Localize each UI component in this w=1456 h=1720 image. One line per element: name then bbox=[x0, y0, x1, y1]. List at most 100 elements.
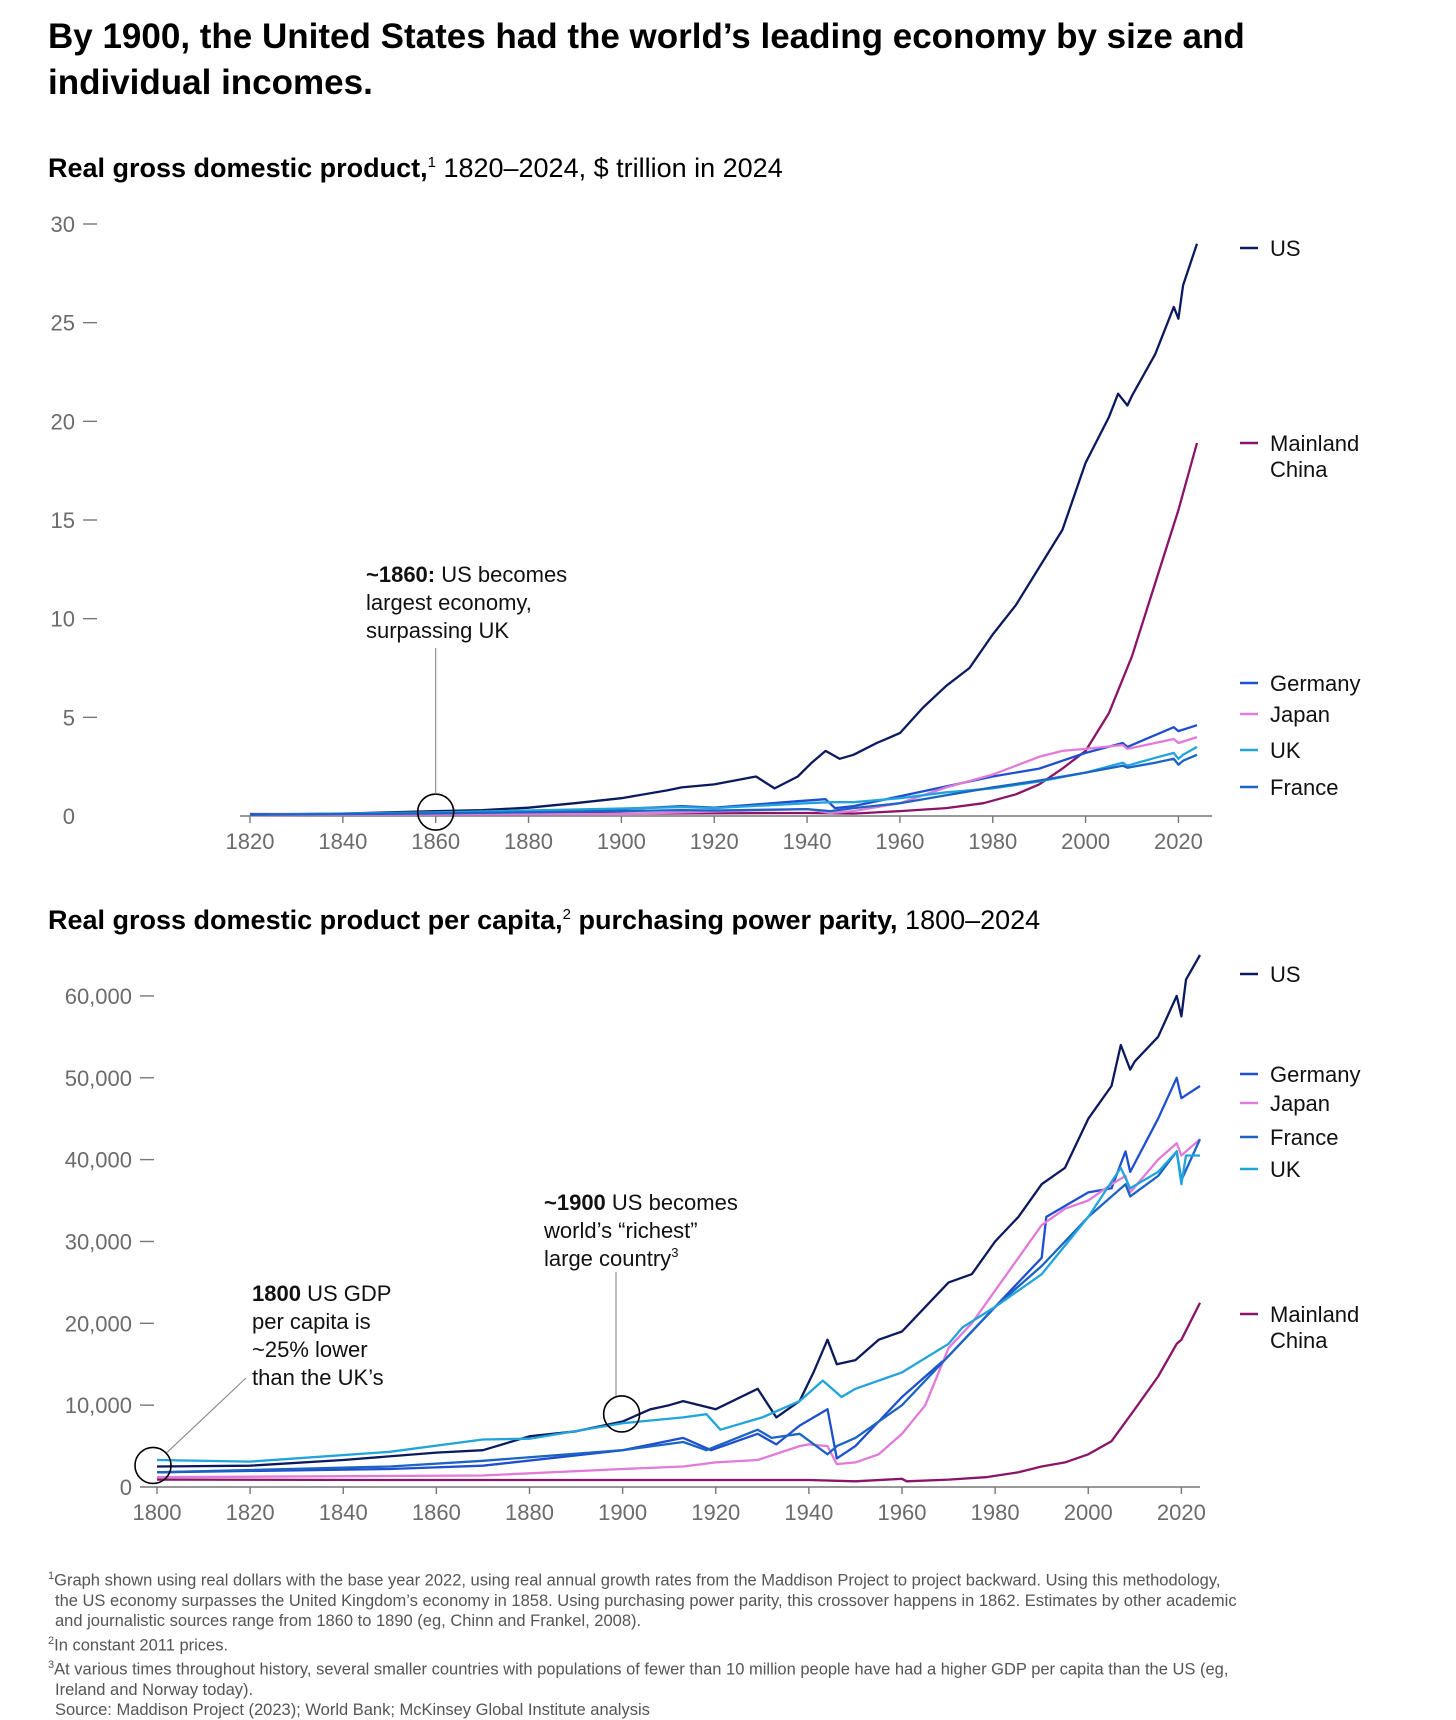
annotation-1860-line-1: ~1860: US becomes bbox=[366, 562, 567, 587]
annotation-1860-line-3: surpassing UK bbox=[366, 618, 509, 643]
y-tick-label: 30,000 bbox=[65, 1229, 132, 1254]
footnote-1-marker: 1 bbox=[48, 1570, 55, 1582]
x-tick-label: 2000 bbox=[1064, 1500, 1113, 1525]
series-line-japan bbox=[249, 736, 1198, 817]
legend-label-france: France bbox=[1270, 1125, 1338, 1150]
footnote-1-line-1: Graph shown using real dollars with the … bbox=[54, 1571, 1221, 1590]
annotation-1800-line-1: 1800 US GDP bbox=[252, 1281, 391, 1306]
footnote-3: 3At various times throughout history, se… bbox=[48, 1655, 1388, 1700]
x-tick-label: 1960 bbox=[878, 1500, 927, 1525]
legend-label-mainland-china: Mainland bbox=[1270, 1302, 1359, 1327]
legend-label-us: US bbox=[1270, 962, 1301, 987]
series-line-germany bbox=[156, 1076, 1201, 1474]
y-tick-label: 15 bbox=[51, 508, 75, 533]
series-line-france bbox=[156, 1138, 1202, 1474]
x-tick-label: 1900 bbox=[598, 1500, 647, 1525]
annotation-1800-line-2: per capita is bbox=[252, 1309, 371, 1334]
annotation-1800-bold: 1800 bbox=[252, 1281, 301, 1306]
x-tick-label: 1800 bbox=[133, 1500, 182, 1525]
series-line-france bbox=[249, 753, 1198, 816]
annotation-1860-rest: US becomes bbox=[435, 562, 567, 587]
x-tick-label: 1920 bbox=[690, 829, 739, 854]
x-tick-label: 1880 bbox=[504, 829, 553, 854]
y-tick-label: 0 bbox=[63, 804, 75, 829]
x-tick-label: 1860 bbox=[411, 829, 460, 854]
x-tick-label: 2000 bbox=[1061, 829, 1110, 854]
y-tick-label: 25 bbox=[51, 311, 75, 336]
gdp-chart: 1820 1840 1860 1880 1900 1920 1940 1960 1980 2000… bbox=[51, 212, 1361, 854]
x-tick-label: 1940 bbox=[784, 1500, 833, 1525]
headline: By 1900, the United States had the world… bbox=[48, 17, 1245, 102]
x-tick-label: 1880 bbox=[505, 1500, 554, 1525]
series-line-uk bbox=[156, 1150, 1200, 1463]
x-tick-label: 1980 bbox=[971, 1500, 1020, 1525]
series-line-us bbox=[249, 243, 1199, 816]
per-capita-title-footnote-ref: 2 bbox=[562, 906, 571, 923]
y-tick-label: 20,000 bbox=[65, 1311, 132, 1336]
source-note: Source: Maddison Project (2023); World B… bbox=[55, 1700, 650, 1719]
annotation-1900-line-3: large country3 bbox=[544, 1245, 678, 1271]
y-tick-label: 5 bbox=[63, 705, 75, 730]
legend-label-uk: UK bbox=[1270, 738, 1301, 763]
x-tick-label: 1940 bbox=[783, 829, 832, 854]
annotation-1900-bold: ~1900 bbox=[544, 1190, 606, 1215]
annotation-leader-1800 bbox=[166, 1377, 247, 1453]
footnote-1: 1Graph shown using real dollars with the… bbox=[48, 1566, 1388, 1631]
legend-label-france: France bbox=[1270, 775, 1338, 800]
footnote-3-line-2: Ireland and Norway today). bbox=[55, 1680, 254, 1699]
legend-label-japan: Japan bbox=[1270, 702, 1330, 727]
annotation-circle-1800 bbox=[134, 1446, 172, 1485]
legend-label-uk: UK bbox=[1270, 1157, 1301, 1182]
annotation-circle-1900 bbox=[602, 1395, 641, 1433]
footnote-3-line-1: At various times throughout history, sev… bbox=[54, 1660, 1229, 1679]
y-tick-label: 40,000 bbox=[65, 1148, 132, 1173]
per-capita-title-rest: 1800–2024 bbox=[897, 905, 1041, 935]
per-capita-chart-title: Real gross domestic product per capita,2… bbox=[48, 898, 1040, 937]
legend-label-mainland-china: China bbox=[1270, 457, 1328, 482]
y-tick-label: 10,000 bbox=[65, 1393, 132, 1418]
annotation-1900-line-2: world’s “richest” bbox=[543, 1218, 698, 1243]
footnotes: 1Graph shown using real dollars with the… bbox=[48, 1566, 1388, 1720]
y-tick-label: 50,000 bbox=[65, 1066, 132, 1091]
y-tick-label: 30 bbox=[51, 212, 75, 237]
per-capita-title-bold: Real gross domestic product per capita, bbox=[48, 905, 563, 935]
x-tick-label: 1860 bbox=[412, 1500, 461, 1525]
gdp-chart-title: Real gross domestic product,1 1820–2024,… bbox=[48, 146, 783, 185]
annotation-1800-line-4: than the UK’s bbox=[252, 1365, 384, 1390]
legend-label-germany: Germany bbox=[1270, 1062, 1360, 1087]
annotation-1860-bold: ~1860: bbox=[366, 562, 435, 587]
x-tick-label: 2020 bbox=[1154, 829, 1203, 854]
gdp-title-bold: Real gross domestic product, bbox=[48, 153, 428, 183]
y-tick-label: 10 bbox=[51, 607, 75, 632]
annotation-1900-line-1: ~1900 US becomes bbox=[544, 1190, 738, 1215]
footnote-2: 2In constant 2011 prices. bbox=[48, 1631, 1388, 1656]
footnote-3-marker: 3 bbox=[48, 1659, 55, 1671]
x-tick-label: 1900 bbox=[597, 829, 646, 854]
x-tick-label: 1840 bbox=[319, 1500, 368, 1525]
series-line-mainland-china bbox=[250, 442, 1199, 816]
annotation-1800-line-3: ~25% lower bbox=[252, 1337, 368, 1362]
x-tick-label: 1920 bbox=[691, 1500, 740, 1525]
annotation-1900-footnote-ref: 3 bbox=[671, 1245, 678, 1260]
x-tick-label: 1820 bbox=[226, 829, 275, 854]
per-capita-title-bold-2: purchasing power parity, bbox=[570, 905, 898, 935]
annotation-1900-line-3-text: large country bbox=[544, 1246, 671, 1271]
x-tick-label: 1980 bbox=[968, 829, 1017, 854]
footnote-2-line-1: In constant 2011 prices. bbox=[54, 1636, 229, 1654]
legend-label-japan: Japan bbox=[1270, 1091, 1330, 1116]
annotation-1900-rest: US becomes bbox=[606, 1190, 738, 1215]
legend-label-mainland-china: China bbox=[1270, 1328, 1328, 1353]
legend-label-germany: Germany bbox=[1270, 671, 1360, 696]
footnote-1-line-3: and journalistic sources range from 1860… bbox=[55, 1611, 642, 1630]
footnote-2-marker: 2 bbox=[48, 1634, 55, 1647]
footnote-1-line-2: the US economy surpasses the United King… bbox=[55, 1591, 1237, 1610]
x-tick-label: 1960 bbox=[875, 829, 924, 854]
gdp-title-rest: 1820–2024, $ trillion in 2024 bbox=[435, 153, 783, 183]
y-tick-label: 0 bbox=[120, 1475, 132, 1500]
legend-label-us: US bbox=[1270, 236, 1301, 261]
y-tick-label: 20 bbox=[51, 409, 75, 434]
y-tick-label: 60,000 bbox=[65, 984, 132, 1009]
annotation-1860-line-2: largest economy, bbox=[366, 590, 532, 615]
x-tick-label: 1840 bbox=[318, 829, 367, 854]
gdp-title-footnote-ref: 1 bbox=[427, 154, 436, 171]
